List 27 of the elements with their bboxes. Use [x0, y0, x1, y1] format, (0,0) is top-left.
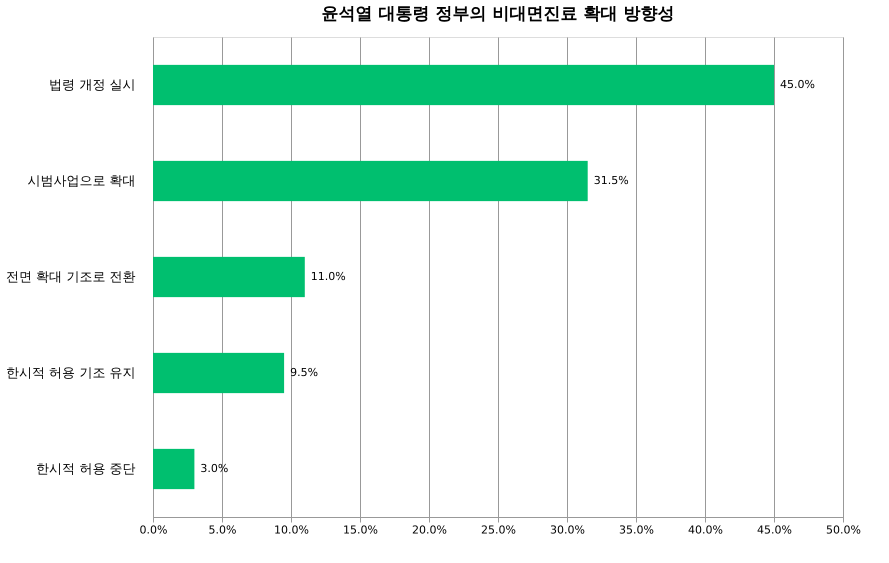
- bar: [153, 256, 305, 298]
- x-tick-label: 30.0%: [550, 524, 585, 536]
- bar: [153, 160, 588, 202]
- x-tick-label: 5.0%: [208, 524, 236, 536]
- x-tick-label: 20.0%: [412, 524, 447, 536]
- x-tick-label: 15.0%: [343, 524, 378, 536]
- x-tick-label: 35.0%: [619, 524, 654, 536]
- data-label: 9.5%: [290, 366, 318, 379]
- x-tick-label: 0.0%: [140, 524, 168, 536]
- x-tick-label: 25.0%: [481, 524, 516, 536]
- data-label: 3.0%: [200, 462, 228, 475]
- data-label: 31.5%: [594, 174, 629, 187]
- y-tick-label: 한시적 허용 중단: [36, 462, 136, 477]
- bar: [153, 352, 284, 394]
- data-label: 11.0%: [310, 270, 346, 283]
- x-tick-label: 10.0%: [274, 524, 309, 536]
- y-tick-label: 한시적 허용 기조 유지: [6, 366, 136, 381]
- x-tick-label: 45.0%: [757, 524, 792, 536]
- chart-title: 윤석열 대통령 정부의 비대면진료 확대 방향성: [322, 4, 674, 24]
- y-tick-label: 법령 개정 실시: [49, 78, 136, 93]
- bar: [153, 448, 194, 490]
- x-tick-label: 50.0%: [826, 524, 861, 536]
- bar: [153, 64, 774, 106]
- y-tick-label: 전면 확대 기조로 전환: [6, 270, 136, 285]
- data-label: 45.0%: [780, 78, 815, 91]
- y-tick-label: 시범사업으로 확대: [27, 174, 136, 189]
- x-tick-label: 40.0%: [688, 524, 723, 536]
